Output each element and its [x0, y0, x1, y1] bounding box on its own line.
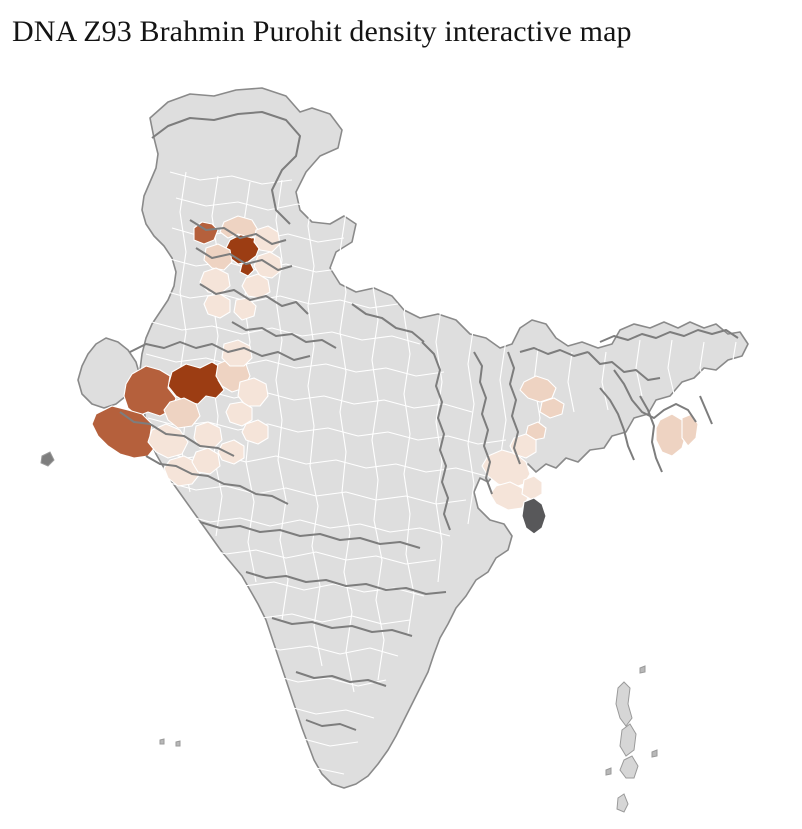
district-mandi[interactable]	[253, 225, 281, 253]
islet-b	[651, 749, 658, 758]
island-north-andaman	[615, 681, 633, 727]
island-little-andaman	[616, 793, 629, 813]
district-bundi-kota[interactable]	[237, 377, 269, 407]
district-chittorgarh[interactable]	[193, 421, 223, 449]
district-medinipur[interactable]	[489, 481, 529, 511]
islet-c	[605, 767, 612, 776]
island-south-andaman	[619, 755, 639, 779]
state-borders	[119, 111, 739, 731]
district-darjeeling-jalpaiguri[interactable]	[519, 375, 557, 403]
district-punjab-south[interactable]	[203, 293, 231, 319]
district-mp-neemuch[interactable]	[241, 419, 269, 445]
district-jammu[interactable]	[193, 221, 219, 245]
district-kota-south[interactable]	[225, 401, 253, 427]
page-title: DNA Z93 Brahmin Purohit density interact…	[12, 15, 632, 48]
india-choropleth-svg[interactable]	[0, 52, 802, 829]
district-udaipur[interactable]	[147, 423, 189, 459]
district-howrah-hooghly[interactable]	[521, 475, 543, 501]
district-imphal-valley[interactable]	[655, 413, 687, 457]
islet-daman	[40, 451, 55, 467]
district-jalore-sirohi[interactable]	[91, 405, 157, 459]
district-rajsamand[interactable]	[163, 397, 201, 429]
district-manipur-east[interactable]	[681, 413, 699, 447]
district-ambala-yamunanagar[interactable]	[241, 273, 271, 299]
island-group	[40, 451, 658, 813]
islet-lakshadweep-a	[159, 738, 165, 745]
islet-lakshadweep-b	[175, 740, 181, 747]
district-banswara[interactable]	[163, 455, 201, 487]
district-coochbehar[interactable]	[539, 397, 565, 419]
value-districts[interactable]	[91, 215, 699, 535]
district-ajmer[interactable]	[167, 361, 225, 405]
district-shimla-belt[interactable]	[253, 251, 283, 279]
map-container[interactable]	[0, 52, 802, 829]
island-middle-andaman	[619, 723, 637, 757]
district-mp-ratlam[interactable]	[191, 447, 221, 475]
district-south-24-parganas[interactable]	[521, 497, 547, 535]
islet-a	[639, 665, 646, 674]
district-mp-mandsaur[interactable]	[217, 439, 245, 465]
district-tonk[interactable]	[221, 339, 253, 367]
